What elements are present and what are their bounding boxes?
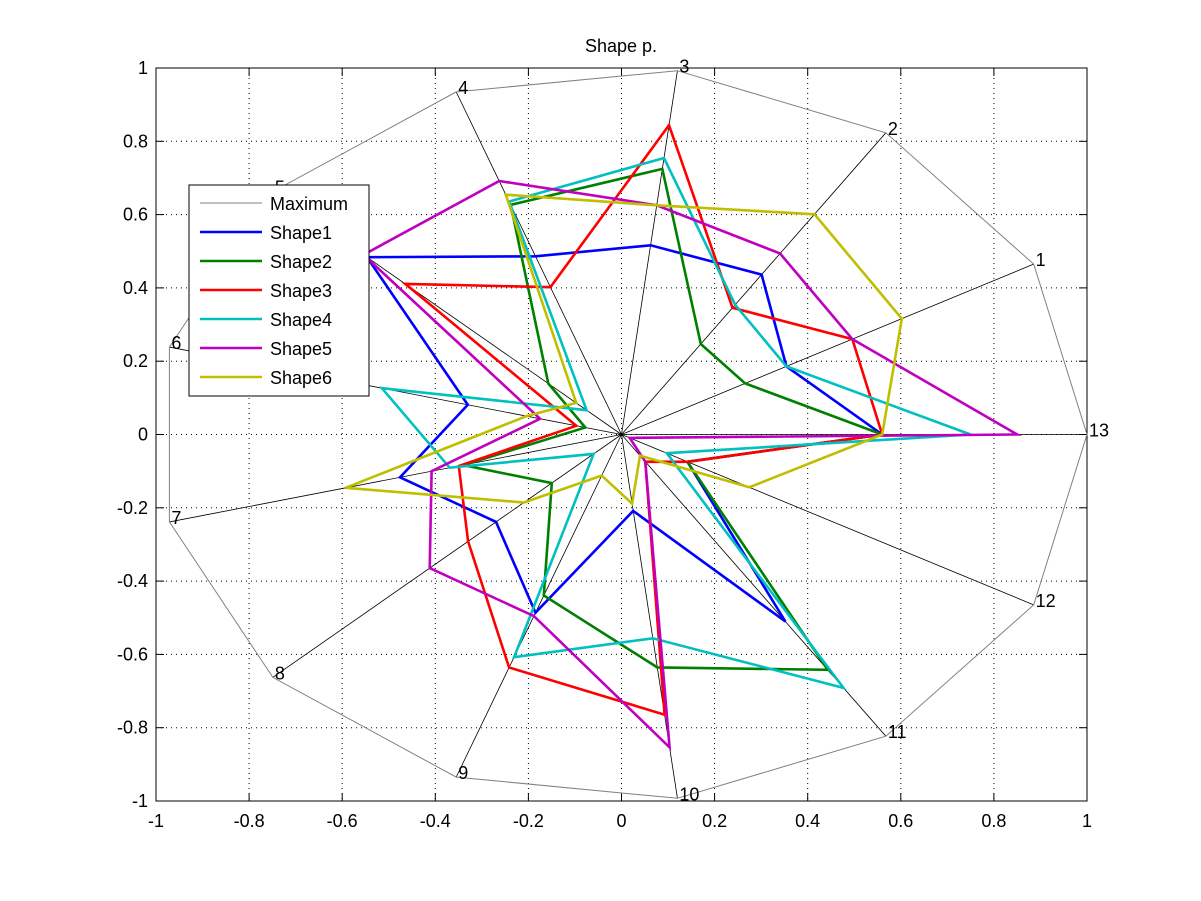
spoke-line-8 <box>272 434 622 678</box>
y-tick-label: 0.8 <box>123 131 148 151</box>
x-tick-label: 0.6 <box>888 811 913 831</box>
x-tick-label: 0.2 <box>702 811 727 831</box>
legend: Maximum Shape1 Shape2 Shape3 Shape4 Shape5 Sha… <box>188 184 370 397</box>
x-tick-label: 0.4 <box>795 811 820 831</box>
spoke-line-9 <box>455 434 622 778</box>
legend-label-shape3: Shape3 <box>270 281 332 301</box>
spoke-label-13: 13 <box>1089 421 1109 441</box>
y-tick-label: -0.8 <box>117 718 148 738</box>
y-tick-label: -1 <box>132 791 148 811</box>
series-maximum <box>168 70 1088 799</box>
spoke-label-9: 9 <box>458 763 468 783</box>
y-tick-label: 0.4 <box>123 278 148 298</box>
spoke-label-7: 7 <box>171 508 181 528</box>
series-shape6 <box>345 193 904 507</box>
spoke-line-2 <box>621 132 887 435</box>
spoke-label-3: 3 <box>679 57 689 77</box>
legend-label-shape1: Shape1 <box>270 223 332 243</box>
x-tick-label: -0.4 <box>420 811 451 831</box>
x-tick-label: -0.8 <box>234 811 265 831</box>
y-tick-label: 0.6 <box>123 205 148 225</box>
spoke-line-1 <box>621 263 1034 435</box>
series-shape4 <box>378 156 972 691</box>
series-lines <box>168 70 1088 799</box>
spoke-line-12 <box>621 434 1034 606</box>
spoke-line-4 <box>455 91 622 435</box>
spoke-label-2: 2 <box>888 119 898 139</box>
spoke-label-8: 8 <box>275 663 285 683</box>
legend-label-shape5: Shape5 <box>270 339 332 359</box>
series-shape2 <box>462 167 883 672</box>
legend-label-shape4: Shape4 <box>270 310 332 330</box>
spoke-label-4: 4 <box>458 78 468 98</box>
axis-ticks: -1 -0.8 -0.6 -0.4 -0.2 0 0.2 0.4 0.6 0.8 110.80.60… <box>117 58 1092 831</box>
x-tick-label: -0.2 <box>513 811 544 831</box>
series-shape5 <box>361 179 1022 751</box>
spoke-line-3 <box>621 70 678 435</box>
x-tick-label: 0.8 <box>981 811 1006 831</box>
legend-label-maximum: Maximum <box>270 194 348 214</box>
spoke-line-7 <box>169 434 622 523</box>
y-tick-label: 0 <box>138 425 148 445</box>
spoke-labels: 12345678910111213 <box>171 57 1109 805</box>
y-tick-label: 1 <box>138 58 148 78</box>
chart-title: Shape p. <box>585 36 657 56</box>
y-tick-label: 0.2 <box>123 351 148 371</box>
y-tick-label: -0.4 <box>117 571 148 591</box>
legend-label-shape2: Shape2 <box>270 252 332 272</box>
spoke-label-11: 11 <box>888 722 907 742</box>
x-tick-label: -0.6 <box>327 811 358 831</box>
spoke-label-10: 10 <box>679 784 699 804</box>
spoke-label-12: 12 <box>1036 591 1056 611</box>
series-shape1 <box>364 243 886 623</box>
x-tick-label: 1 <box>1082 811 1092 831</box>
spoke-label-1: 1 <box>1036 250 1046 270</box>
y-tick-label: -0.2 <box>117 498 148 518</box>
series-shape3 <box>401 122 884 717</box>
spoke-label-6: 6 <box>171 333 181 353</box>
legend-label-shape6: Shape6 <box>270 368 332 388</box>
x-tick-label: -1 <box>148 811 164 831</box>
y-tick-label: -0.6 <box>117 644 148 664</box>
x-tick-label: 0 <box>616 811 626 831</box>
